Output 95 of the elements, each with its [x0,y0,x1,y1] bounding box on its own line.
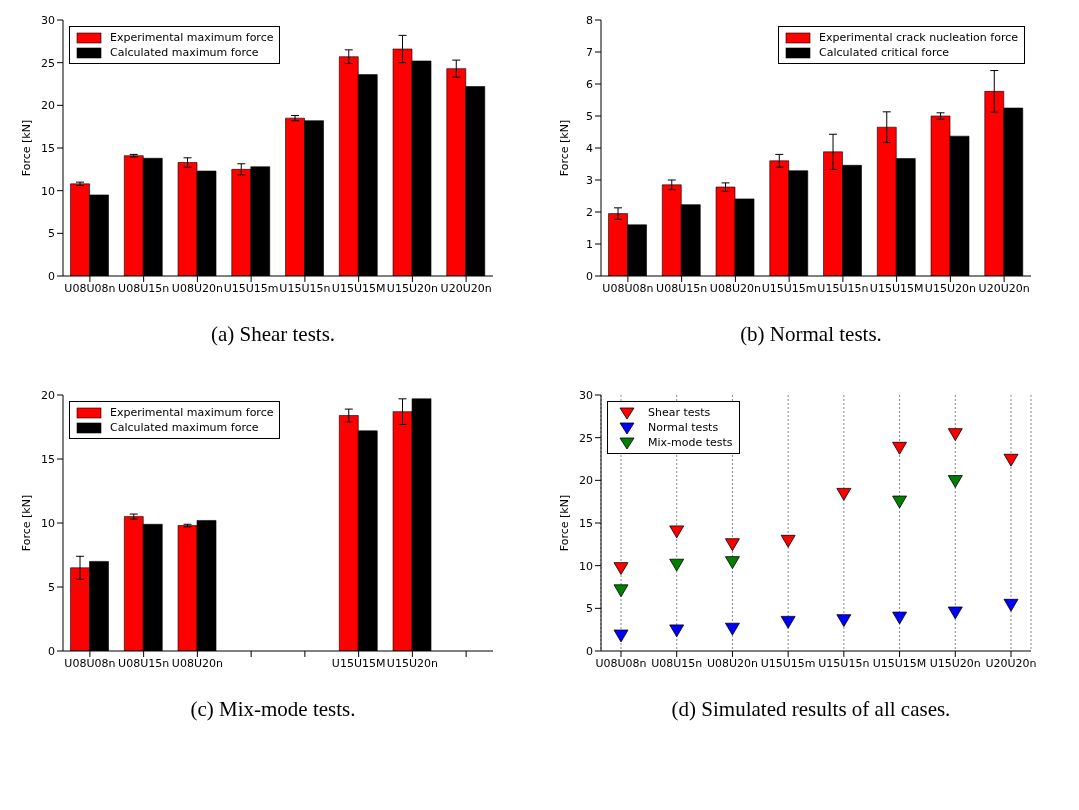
y-tick-label: 5 [48,580,55,594]
x-tick-label: U08U20n [171,281,223,295]
point [613,584,629,598]
x-tick-label: U15U15m [761,281,817,295]
y-axis-title: Force [kN] [19,119,33,177]
x-tick-label: U08U20n [706,656,758,670]
y-tick-label: 15 [579,516,593,530]
y-axis-title: Force [kN] [557,119,571,177]
legend-label: Calculated critical force [819,45,949,60]
y-tick-label: 0 [48,644,55,658]
y-tick-label: 8 [586,13,593,27]
point [892,495,907,509]
y-tick-label: 5 [48,227,55,241]
x-tick-label: U15U15M [869,281,924,295]
x-tick-label: U15U20n [929,656,981,670]
y-tick-label: 5 [586,602,593,616]
y-axis-title: Force [kN] [19,494,33,552]
y-tick-label: 10 [41,184,55,198]
point [725,556,740,569]
x-tick-label: U15U15M [331,281,386,295]
legend-label: Normal tests [648,420,719,435]
point [892,441,907,455]
point [613,629,629,643]
y-tick-label: 30 [579,388,593,402]
point [947,606,963,620]
y-tick-label: 15 [41,452,55,466]
x-tick-label: U15U20n [386,656,438,670]
x-tick-label: U08U08n [64,281,116,295]
y-tick-label: 0 [586,644,593,658]
y-tick-label: 2 [586,205,593,219]
x-tick-label: U08U08n [602,281,654,295]
y-tick-label: 20 [579,474,593,488]
point [669,558,685,572]
x-tick-label: U08U20n [171,656,223,670]
legend-label: Shear tests [648,405,711,420]
point [725,622,740,636]
point [669,624,685,638]
x-tick-label: U08U15n [118,656,170,670]
y-tick-label: 6 [586,77,593,91]
y-tick-label: 15 [41,141,55,155]
point [1003,598,1019,612]
x-tick-label: U15U15M [872,656,927,670]
x-tick-label: U08U20n [709,281,761,295]
x-tick-label: U20U20n [985,656,1037,670]
legend-label: Experimental maximum force [110,30,274,45]
point [613,562,629,575]
y-tick-label: 20 [41,388,55,402]
y-tick-label: 20 [41,99,55,113]
point [947,475,963,488]
x-tick-label: U15U15n [818,656,870,670]
legend-label: Mix-mode tests [648,435,733,450]
point [947,428,963,441]
y-tick-label: 3 [586,173,593,187]
point [780,534,796,548]
x-tick-label: U15U15m [223,281,279,295]
legend-label: Calculated maximum force [110,45,259,60]
text: (c) Mix-mode tests. [189,697,357,722]
x-tick-label: U20U20n [978,281,1030,295]
x-tick-label: U15U15M [331,656,386,670]
point [780,615,796,629]
y-tick-label: 0 [586,269,593,283]
y-tick-label: 10 [579,559,593,573]
point [892,611,907,625]
legend-label: Experimental crack nucleation force [819,30,1018,45]
text: (d) Simulated results of all cases. [670,697,952,722]
text: (a) Shear tests. [209,322,337,347]
x-tick-label: U15U20n [924,281,976,295]
point [725,538,740,552]
x-tick-label: U15U15m [760,656,816,670]
y-tick-label: 4 [586,141,593,155]
point [836,487,852,501]
y-tick-label: 7 [586,45,593,59]
point [669,525,685,539]
x-tick-label: U08U08n [64,656,116,670]
y-tick-label: 5 [586,109,593,123]
x-tick-label: U08U08n [595,656,647,670]
x-tick-label: U15U15n [279,281,331,295]
legend-label: Experimental maximum force [110,405,274,420]
legend-label: Calculated maximum force [110,420,259,435]
x-tick-label: U08U15n [651,656,703,670]
text: (b) Normal tests. [739,322,883,347]
y-tick-label: 0 [48,269,55,283]
y-axis-title: Force [kN] [557,494,571,552]
x-tick-label: U20U20n [440,281,492,295]
y-tick-label: 25 [579,431,593,445]
x-tick-label: U08U15n [656,281,708,295]
y-tick-label: 25 [41,56,55,70]
y-tick-label: 1 [586,237,593,251]
y-tick-label: 10 [41,516,55,530]
x-tick-label: U15U20n [386,281,438,295]
x-tick-label: U08U15n [118,281,170,295]
y-tick-label: 30 [41,13,55,27]
x-tick-label: U15U15n [817,281,869,295]
point [836,614,852,627]
point [1003,453,1019,467]
